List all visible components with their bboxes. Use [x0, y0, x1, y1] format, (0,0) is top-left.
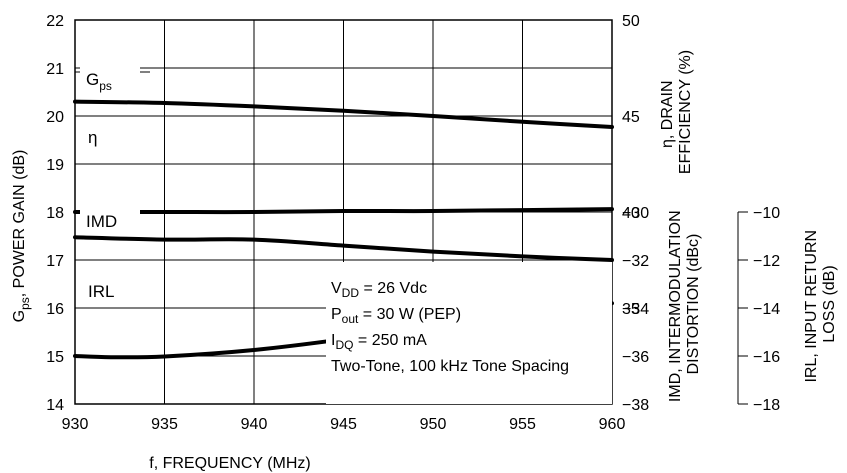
left-tick-label: 17: [46, 253, 64, 270]
gps-curve-label: Gps: [86, 70, 112, 93]
efficiency-tick-label: 50: [622, 13, 640, 30]
imd-tick-label: −30: [622, 205, 649, 222]
eta-curve: [73, 207, 614, 215]
imd-curve-label: IMD: [86, 212, 117, 231]
left-tick-label: 19: [46, 157, 64, 174]
x-axis-ticks: 930 935 940 945 950 955 960: [62, 416, 626, 433]
x-tick-label: 930: [62, 416, 89, 433]
eta-curve-label: η: [88, 128, 97, 147]
left-tick-label: 21: [46, 61, 64, 78]
efficiency-tick-label: 40: [622, 205, 640, 222]
imd-tick-label: −34: [622, 301, 649, 318]
condition-idq: IDQ = 250 mA: [331, 332, 427, 352]
irl-axis-label: IRL, INPUT RETURN LOSS (dB): [803, 225, 838, 382]
conditions-box: VDD = 26 Vdc Pout = 30 W (PEP) IDQ = 250…: [326, 262, 612, 404]
imd-tick-label: −36: [622, 349, 649, 366]
curve-labels: Gps η IMD IRL: [80, 58, 140, 301]
condition-vdd: VDD = 26 Vdc: [331, 280, 427, 300]
imd-axis-label: IMD, INTERMODULATION DISTORTION (dBc): [667, 206, 702, 402]
imd-curve: [73, 235, 614, 262]
x-tick-label: 935: [151, 416, 178, 433]
left-tick-label: 14: [46, 397, 64, 414]
imd-tick-label: −38: [622, 397, 649, 414]
left-tick-label: 18: [46, 205, 64, 222]
irl-tick-label: −16: [753, 349, 780, 366]
left-tick-label: 15: [46, 349, 64, 366]
irl-tick-label: −12: [753, 253, 780, 270]
left-tick-label: 22: [46, 13, 64, 30]
irl-tick-label: −10: [753, 205, 780, 222]
efficiency-axis-ticks: 35 40 45 50: [622, 13, 640, 318]
efficiency-tick-label: 35: [622, 301, 640, 318]
condition-two-tone: Two-Tone, 100 kHz Tone Spacing: [331, 358, 569, 375]
irl-tick-label: −14: [753, 301, 780, 318]
x-tick-label: 955: [509, 416, 536, 433]
left-tick-label: 16: [46, 301, 64, 318]
x-tick-label: 960: [599, 416, 626, 433]
imd-tick-label: −32: [622, 253, 649, 270]
x-tick-label: 950: [420, 416, 447, 433]
efficiency-axis-label: η, DRAIN EFFICIENCY (%): [659, 50, 694, 174]
gps-curve: [73, 99, 614, 130]
x-tick-label: 940: [241, 416, 268, 433]
x-axis-label: f, FREQUENCY (MHz): [149, 455, 310, 472]
left-tick-label: 20: [46, 109, 64, 126]
irl-curve-label: IRL: [88, 282, 114, 301]
irl-axis-ticks: −10 −12 −14 −16 −18: [737, 205, 780, 414]
x-tick-label: 945: [330, 416, 357, 433]
left-axis-label: Gps, POWER GAIN (dB): [11, 150, 32, 323]
efficiency-tick-label: 45: [622, 109, 640, 126]
condition-pout: Pout = 30 W (PEP): [331, 306, 461, 326]
irl-tick-label: −18: [753, 397, 780, 414]
left-axis-ticks: 14 15 16 17 18 19 20 21 22: [46, 13, 64, 414]
imd-axis-ticks: −30 −32 −34 −36 −38: [622, 205, 649, 414]
